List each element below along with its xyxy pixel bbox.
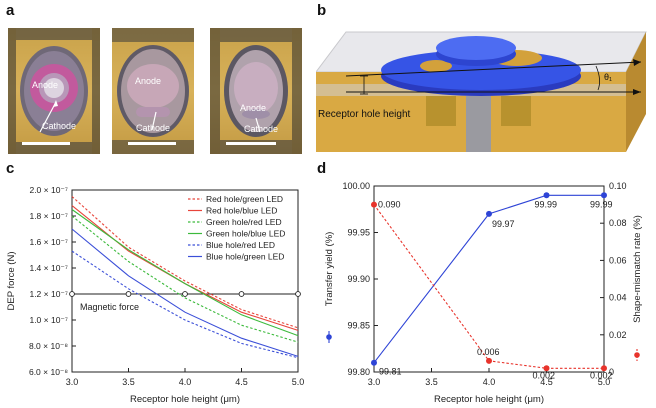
x-tick-label: 4.0 xyxy=(179,377,192,387)
x-axis-label: Receptor hole height (μm) xyxy=(130,394,240,405)
series-line-2 xyxy=(373,204,604,369)
series-point-1 xyxy=(371,359,377,366)
y-left-axis-label: Transfer yield (%) xyxy=(324,232,335,307)
data-label: 0.090 xyxy=(378,200,401,210)
chart-transfer-yield: 100.00 99.95 99.90 99.85 99.80 0.10 0.08 0.06 0.… xyxy=(324,181,643,405)
y-tick-label: 1.2 × 10⁻⁷ xyxy=(29,289,68,299)
micrograph-3: Anode Cathode xyxy=(210,28,302,154)
y-tick-label: 1.4 × 10⁻⁷ xyxy=(29,263,68,273)
panel-d-letter: d xyxy=(317,160,327,177)
y-left-tick-label: 99.95 xyxy=(347,228,370,238)
micrograph-1-drawing xyxy=(8,28,100,154)
y-right-tick-label: 0.04 xyxy=(609,293,627,303)
series-line-5 xyxy=(71,250,299,359)
y-right-axis-label: Shape-mismatch rate (%) xyxy=(632,215,643,323)
y-tick-label: 1.6 × 10⁻⁷ xyxy=(29,237,68,247)
x-tick-label: 3.0 xyxy=(66,377,79,387)
series-line-4 xyxy=(71,209,299,337)
y-tick-label: 8.0 × 10⁻⁸ xyxy=(29,341,68,351)
y-right-marker-dot xyxy=(634,352,640,358)
receptor-hole-height-label: Receptor hole height xyxy=(318,109,411,120)
x-tick-label: 5.0 xyxy=(292,377,305,387)
anode-label-3: Anode xyxy=(240,103,267,113)
legend-entry: Blue hole/green LED xyxy=(206,252,284,262)
y-right-tick-label: 0 xyxy=(609,367,614,377)
panel-b-letter: b xyxy=(317,2,327,19)
x-tick-label: 4.5 xyxy=(235,377,248,387)
schematic-illustration: Receptor hole height θ₁ xyxy=(316,31,647,152)
series-point-2 xyxy=(601,365,607,372)
x-tick-label: 4.5 xyxy=(540,377,553,387)
y-left-tick-label: 99.85 xyxy=(347,321,370,331)
magnetic-force-point xyxy=(69,291,75,297)
micrograph-2: Anode Cathode xyxy=(112,28,194,154)
y-left-tick-label: 99.90 xyxy=(347,274,370,284)
data-label: 0.006 xyxy=(477,347,500,357)
y-left-tick-label: 100.00 xyxy=(342,181,370,191)
series-line-1 xyxy=(373,194,604,364)
series-point-1 xyxy=(543,192,550,199)
cathode-label-2: Cathode xyxy=(136,123,171,133)
x-axis-label: Receptor hole height (μm) xyxy=(434,394,544,405)
y-tick-label: 1.0 × 10⁻⁷ xyxy=(29,315,68,325)
legend-entry: Blue hole/red LED xyxy=(206,240,275,250)
chart-dep-force: 2.0 × 10⁻⁷ 1.8 × 10⁻⁷ 1.6 × 10⁻⁷ 1.4 × 10⁻⁷… xyxy=(6,185,305,405)
y-tick-label: 2.0 × 10⁻⁷ xyxy=(29,185,68,195)
y-left-marker-dot xyxy=(326,334,332,340)
micrograph-2-drawing xyxy=(112,28,194,154)
x-tick-label: 3.5 xyxy=(122,377,135,387)
data-label: 99.99 xyxy=(535,199,558,209)
y-right-tick-label: 0.08 xyxy=(609,218,627,228)
anode-label-1: Anode xyxy=(32,80,59,90)
magnetic-force-label: Magnetic force xyxy=(80,302,139,312)
y-right-tick-label: 0.06 xyxy=(609,255,627,265)
y-axis-label: DEP force (N) xyxy=(6,252,17,311)
data-label: 99.81 xyxy=(379,367,402,377)
legend-entry: Green hole/red LED xyxy=(206,217,282,227)
cathode-label-3: Cathode xyxy=(244,124,279,134)
magnetic-force-point xyxy=(125,291,132,297)
micrograph-3-drawing xyxy=(210,28,302,154)
data-label: 99.97 xyxy=(492,219,515,229)
series-line-3 xyxy=(71,215,299,343)
x-tick-label: 3.5 xyxy=(425,377,438,387)
y-tick-label: 1.8 × 10⁻⁷ xyxy=(29,211,68,221)
x-tick-label: 5.0 xyxy=(598,377,611,387)
series-point-2 xyxy=(486,357,492,364)
series-point-1 xyxy=(486,210,492,217)
y-left-tick-label: 99.80 xyxy=(347,367,370,377)
magnetic-force-point xyxy=(238,291,245,297)
legend-entry: Green hole/blue LED xyxy=(206,229,285,239)
series-point-2 xyxy=(371,201,377,208)
y-right-tick-label: 0.10 xyxy=(609,181,627,191)
magnetic-force-point xyxy=(182,291,188,297)
cathode-label-1: Cathode xyxy=(42,121,77,131)
data-label: 0.002 xyxy=(590,370,613,380)
series-line-1 xyxy=(71,196,299,329)
y-tick-label: 6.0 × 10⁻⁸ xyxy=(29,367,68,377)
x-tick-label: 3.0 xyxy=(368,377,381,387)
angle-label: θ₁ xyxy=(604,72,612,82)
micrograph-1: Anode Cathode xyxy=(8,28,100,154)
data-label: 99.99 xyxy=(590,199,613,209)
panel-c-letter: c xyxy=(6,160,15,177)
y-right-tick-label: 0.02 xyxy=(609,330,627,340)
anode-label-2: Anode xyxy=(135,76,162,86)
data-label: 0.002 xyxy=(533,370,556,380)
legend-entry: Red hole/blue LED xyxy=(206,206,277,216)
panel-a-letter: a xyxy=(6,2,15,19)
legend-entry: Red hole/green LED xyxy=(206,194,283,204)
series-point-1 xyxy=(601,192,607,199)
magnetic-force-point xyxy=(295,291,301,297)
series-point-2 xyxy=(543,365,550,372)
series-line-6 xyxy=(71,228,299,357)
x-tick-label: 4.0 xyxy=(483,377,496,387)
